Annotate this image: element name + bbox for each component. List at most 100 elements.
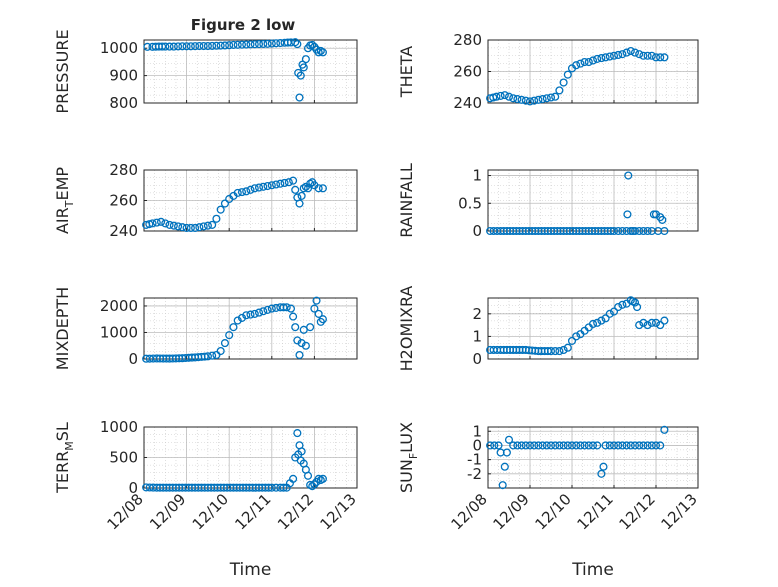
- data-point: [161, 42, 170, 51]
- data-point: [576, 441, 585, 450]
- data-point: [660, 53, 669, 62]
- data-point: [624, 171, 633, 180]
- data-point-fill: [614, 226, 623, 236]
- data-point: [643, 441, 652, 450]
- data-point: [178, 42, 187, 51]
- data-point-fill: [538, 441, 547, 450]
- data-point: [267, 304, 276, 313]
- data-point: [293, 40, 302, 49]
- data-point: [559, 78, 568, 87]
- data-point: [308, 40, 317, 49]
- data-point: [614, 302, 623, 312]
- data-point-fill: [551, 347, 560, 356]
- axes-box: [487, 169, 699, 232]
- data-point-fill: [603, 226, 612, 236]
- data-point-fill: [496, 91, 505, 100]
- data-point: [551, 92, 560, 101]
- axes-rainfall: 0 0.5 1 RAINFALL: [397, 163, 699, 240]
- y-tick-label: 0.5: [458, 194, 482, 212]
- data-point: [601, 314, 610, 323]
- data-point: [250, 184, 259, 193]
- y-tick-label: 1: [472, 167, 482, 185]
- data-point-fill: [223, 483, 232, 492]
- data-point-fill: [233, 40, 242, 49]
- data-point-fill: [280, 178, 289, 188]
- data-point: [542, 441, 551, 450]
- data-point: [593, 54, 602, 63]
- data-point-fill: [555, 441, 564, 450]
- data-point-fill: [528, 226, 537, 236]
- data-point: [216, 346, 225, 356]
- data-point: [282, 303, 291, 312]
- y-axis-label: RAINFALL: [397, 163, 416, 238]
- data-point-fill: [588, 441, 598, 450]
- data-point: [563, 343, 572, 352]
- y-tick-label: 240: [109, 222, 138, 240]
- data-point-fill: [250, 40, 259, 49]
- axes-terr_msl: 0 500 1000 12/08 12/09 12/10 12/11 12/12 12/13 TE…: [53, 418, 360, 580]
- data-point: [250, 309, 259, 318]
- data-point-fill: [200, 352, 209, 361]
- data-point: [660, 316, 669, 325]
- data-point-fill: [565, 226, 574, 236]
- y-tick-label: 2000: [100, 297, 138, 315]
- data-point: [297, 191, 306, 200]
- data-point-fill: [605, 441, 614, 450]
- data-point: [297, 447, 306, 456]
- data-point-fill: [246, 185, 255, 194]
- data-point: [242, 311, 251, 320]
- data-point: [318, 315, 327, 324]
- data-point: [212, 41, 221, 50]
- data-point: [289, 312, 298, 321]
- y-tick-label: 0: [128, 479, 138, 497]
- data-point: [572, 61, 581, 70]
- data-point: [593, 441, 602, 450]
- data-point-fill: [182, 42, 191, 51]
- data-point: [291, 38, 300, 47]
- data-point: [233, 316, 242, 325]
- axes-box: [487, 297, 699, 360]
- data-point: [639, 318, 648, 327]
- y-tick-label: 1: [472, 327, 482, 345]
- data-point: [559, 345, 568, 355]
- data-point-fill: [248, 483, 257, 492]
- data-point: [259, 182, 268, 191]
- data-point: [647, 51, 656, 60]
- data-point-fill: [145, 483, 154, 492]
- data-point: [220, 41, 229, 50]
- data-point: [169, 42, 178, 51]
- data-point: [563, 70, 572, 79]
- y-tick-label: 800: [109, 94, 138, 112]
- data-point: [212, 214, 221, 223]
- data-point: [576, 59, 585, 68]
- data-point: [555, 347, 564, 356]
- data-point-fill: [521, 96, 530, 105]
- y-tick-label: 0: [472, 222, 482, 240]
- data-point: [295, 199, 304, 208]
- data-point-fill: [546, 93, 556, 102]
- data-point-fill: [246, 310, 255, 319]
- x-tick-label: 12/10: [189, 490, 232, 533]
- data-point: [635, 226, 644, 236]
- data-point: [656, 321, 665, 330]
- data-point-fill: [210, 483, 219, 492]
- y-axis-label: PRESSURE: [53, 29, 72, 113]
- data-point: [504, 435, 514, 444]
- data-point: [303, 471, 313, 480]
- data-point: [618, 50, 627, 59]
- data-point: [165, 220, 174, 229]
- data-point-fill: [272, 180, 281, 189]
- y-axis-label: MIXDEPTH: [53, 287, 72, 370]
- data-point: [630, 226, 640, 236]
- y-axis-label: TERRMSL: [53, 422, 76, 494]
- data-point-fill: [161, 219, 170, 228]
- data-point-fill: [597, 54, 606, 63]
- data-point: [310, 480, 319, 489]
- data-point-fill: [171, 483, 181, 492]
- data-point-fill: [267, 39, 276, 48]
- data-point: [509, 441, 518, 450]
- data-point-fill: [242, 40, 251, 49]
- data-point-fill: [540, 347, 549, 356]
- data-point-fill: [513, 95, 522, 104]
- data-point: [656, 441, 665, 450]
